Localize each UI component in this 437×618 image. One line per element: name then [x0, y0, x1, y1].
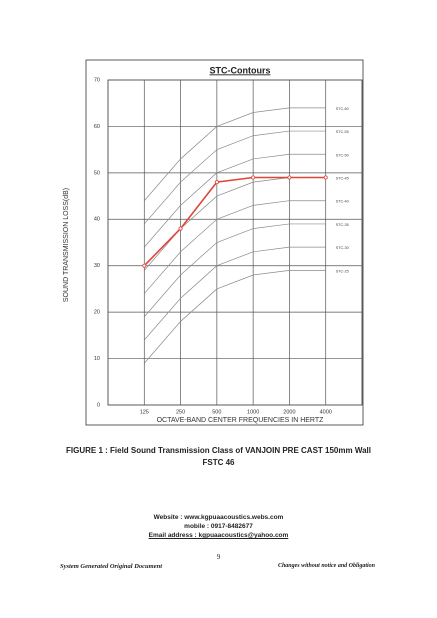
data-line — [143, 176, 326, 267]
y-tick-label: 20 — [94, 310, 100, 316]
stc-contour — [144, 223, 326, 318]
caption-line: FIGURE 1 : Field Sound Transmission Clas… — [66, 446, 371, 455]
y-tick-label: 30 — [94, 263, 100, 269]
data-point — [251, 175, 256, 180]
data-point — [214, 180, 219, 185]
page-number: 9 — [216, 553, 221, 561]
footer-right: Changes without notice and Obligation — [277, 563, 375, 569]
stc-contour — [144, 246, 326, 341]
contact-line: Email address : kgpuaacoustics@yahoo.com — [148, 532, 289, 539]
caption-line: FSTC 46 — [202, 458, 235, 467]
x-tick-label: 125 — [140, 409, 149, 415]
y-tick-label: 60 — [94, 124, 100, 130]
stc-contour — [144, 200, 326, 294]
y-tick-label: 10 — [94, 356, 100, 362]
y-axis-label: SOUND TRANSMISSION LOSS(dB) — [63, 188, 70, 302]
x-axis-label: OCTAVE-BAND CENTER FREQUENCIES IN HERTZ — [157, 417, 325, 424]
contour-label: STC-30 — [336, 246, 349, 250]
contour-label: STC-40 — [336, 200, 349, 204]
plot-area — [107, 79, 363, 406]
x-tick-label: 4000 — [320, 409, 332, 415]
chart: STC-Contours SOUND TRANSMISSION LOSS(dB)… — [63, 59, 364, 426]
contour-label: STC-50 — [336, 153, 349, 157]
data-point — [287, 175, 292, 180]
stc-contour — [144, 107, 326, 201]
contact-line: Website : www.kgpuaacoustics.webs.com — [153, 514, 284, 521]
contour-label: STC-55 — [336, 130, 349, 134]
contour-label: STC-25 — [336, 269, 349, 273]
contour-label: STC-35 — [336, 223, 349, 227]
contour-label: STC-60 — [336, 107, 349, 111]
y-tick-label: 70 — [94, 77, 100, 83]
chart-title: STC-Contours — [210, 65, 271, 75]
x-tick-label: 1000 — [247, 409, 259, 415]
contour-label: STC-45 — [336, 177, 349, 181]
x-tick-label: 250 — [176, 409, 185, 415]
chart-frame — [85, 59, 364, 426]
stc-contour — [144, 130, 326, 225]
data-point — [142, 263, 147, 268]
footer-left: System Generated Original Document — [60, 563, 163, 570]
data-point — [178, 226, 183, 231]
y-tick-label: 0 — [97, 402, 100, 408]
y-tick-label: 50 — [94, 170, 100, 176]
data-point — [323, 175, 328, 180]
stc-contour — [144, 153, 326, 248]
contact-line: mobile : 0917-8482677 — [184, 523, 253, 530]
stc-contour — [144, 270, 326, 364]
y-tick-label: 40 — [94, 217, 100, 223]
x-tick-label: 500 — [212, 409, 221, 415]
x-tick-label: 2000 — [283, 409, 295, 415]
